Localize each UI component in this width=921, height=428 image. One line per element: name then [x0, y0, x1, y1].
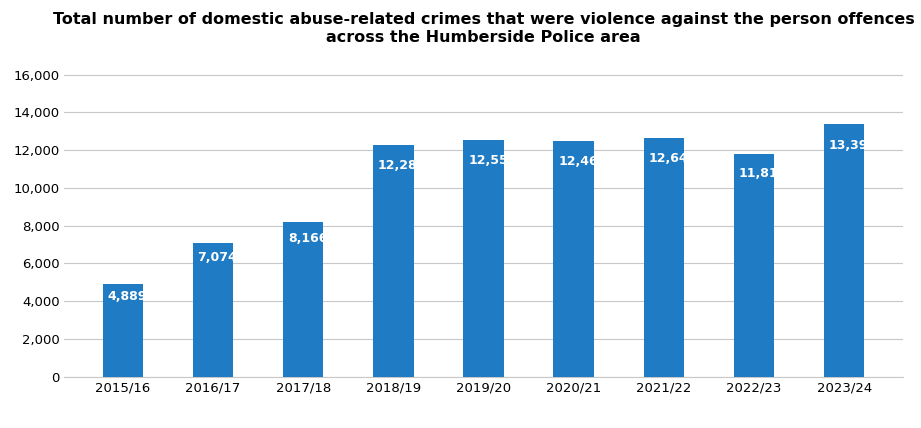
Text: 11,813: 11,813	[739, 167, 787, 180]
Title: Total number of domestic abuse-related crimes that were violence against the per: Total number of domestic abuse-related c…	[52, 12, 915, 45]
Text: 13,394: 13,394	[829, 139, 877, 152]
Text: 4,889: 4,889	[108, 290, 146, 303]
Text: 12,465: 12,465	[558, 155, 607, 168]
Bar	[463, 140, 504, 377]
Text: 7,074: 7,074	[198, 251, 238, 264]
Bar	[554, 141, 594, 377]
Text: 12,286: 12,286	[378, 158, 426, 172]
Bar	[373, 145, 414, 377]
Bar	[824, 124, 865, 377]
Bar	[734, 154, 775, 377]
Bar	[192, 243, 233, 377]
Bar	[283, 223, 323, 377]
Bar	[644, 138, 684, 377]
Text: 12,646: 12,646	[648, 152, 696, 165]
Text: 8,166: 8,166	[287, 232, 327, 245]
Text: 12,551: 12,551	[468, 154, 517, 167]
Bar	[102, 284, 143, 377]
